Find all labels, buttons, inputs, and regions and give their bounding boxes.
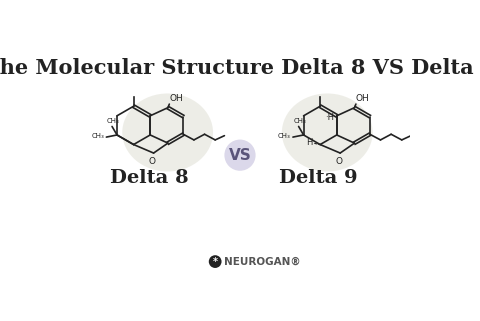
- Text: Delta 9: Delta 9: [279, 169, 357, 187]
- Text: NEUROGAN®: NEUROGAN®: [224, 256, 301, 266]
- Ellipse shape: [282, 93, 372, 171]
- Text: CH₃: CH₃: [294, 117, 306, 124]
- Text: ·H: ·H: [325, 113, 335, 122]
- Text: *: *: [213, 256, 217, 266]
- Text: VS: VS: [228, 148, 252, 163]
- Text: CH₃: CH₃: [278, 134, 291, 139]
- Text: H: H: [306, 138, 312, 147]
- Circle shape: [224, 140, 256, 171]
- Text: OH: OH: [356, 94, 370, 103]
- Text: Delta 8: Delta 8: [110, 169, 189, 187]
- Text: O: O: [335, 157, 342, 166]
- Text: O: O: [149, 157, 156, 166]
- Text: CH₃: CH₃: [107, 117, 120, 124]
- Circle shape: [209, 255, 222, 268]
- Text: The Molecular Structure Delta 8 VS Delta 9: The Molecular Structure Delta 8 VS Delta…: [0, 58, 480, 78]
- Text: OH: OH: [169, 94, 183, 103]
- Text: CH₃: CH₃: [92, 134, 104, 139]
- Ellipse shape: [122, 93, 213, 171]
